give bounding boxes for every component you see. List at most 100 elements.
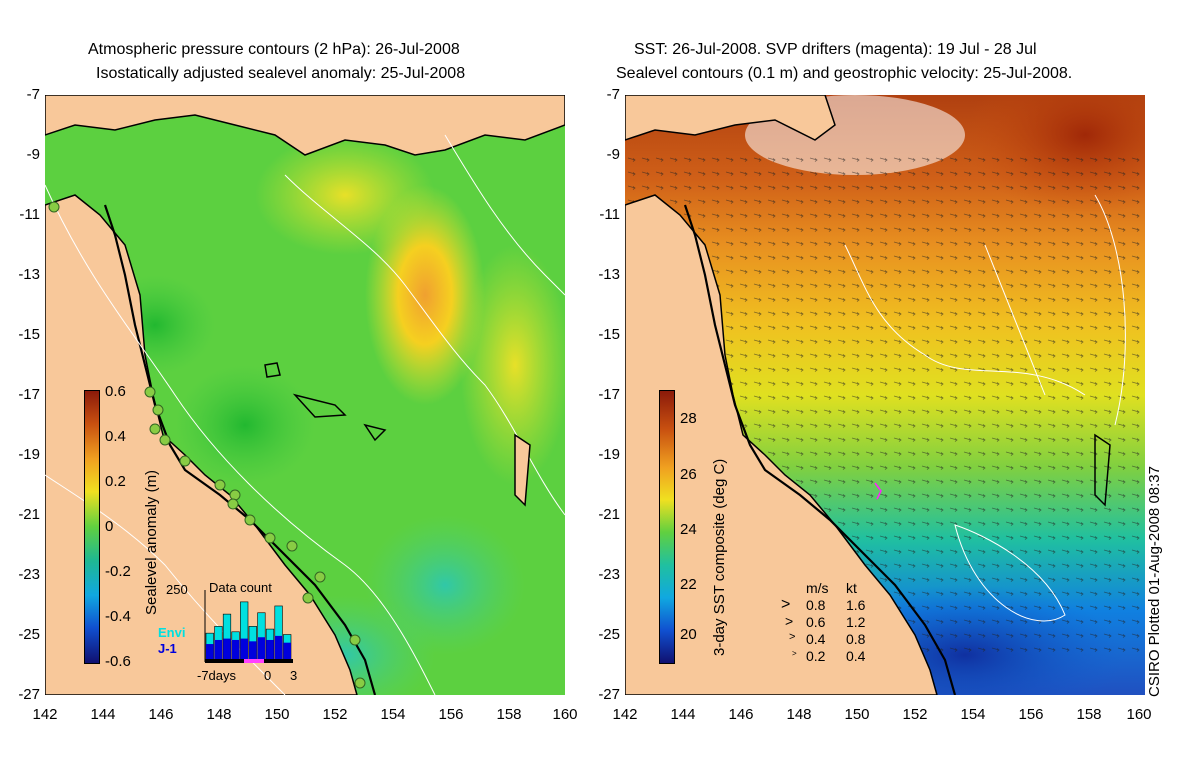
velocity-ms-1: 0.8 [806,597,826,613]
sst-map [625,95,1145,695]
right-y-tick: -7 [606,86,620,103]
velocity-arrow-1: > [781,596,791,613]
right-y-tick: -17 [598,386,620,403]
left-x-tick: 142 [32,706,58,723]
queensland-landmass-right [625,194,938,695]
sealevel-tick-5: -0.4 [105,608,131,625]
sealevel-contour-3 [984,244,1046,396]
new-guinea-landmass-right [625,95,836,141]
histogram-j1-bar [240,638,248,659]
velocity-ms-2: 0.6 [806,614,826,630]
velocity-arrow-2: > [785,613,794,629]
left-y-tick: -19 [18,446,40,463]
histogram-x-left: -7days [197,668,237,683]
data-count-histogram [204,590,293,663]
left-y-tick: -21 [18,506,40,523]
histogram-j1-bar [214,639,223,659]
histogram-j1-bar [257,637,266,659]
right-y-tick: -11 [599,206,620,223]
histogram-title: Data count [209,580,272,595]
new-guinea-landmass [45,95,565,156]
velocity-ms-3: 0.4 [806,631,826,647]
right-y-tick: -21 [598,506,620,523]
left-y-tick: -25 [18,626,40,643]
left-x-tick: 146 [148,706,174,723]
right-x-tick: 160 [1126,706,1152,723]
sealevel-contour-2 [954,524,1066,622]
right-x-tick: 142 [612,706,638,723]
histogram-x-zero: 0 [264,668,272,683]
coral-sea-island-right [1094,433,1111,507]
right-x-tick: 152 [902,706,928,723]
left-x-tick: 150 [264,706,290,723]
sst-tick-4: 20 [680,626,697,643]
sst-tick-2: 24 [680,521,697,538]
left-y-tick: -13 [18,266,40,283]
left-x-tick: 148 [206,706,232,723]
sealevel-tick-6: -0.6 [105,653,131,670]
histogram-x-right: 3 [290,668,298,683]
left-x-tick: 144 [90,706,116,723]
isobar-contour-2 [45,184,436,695]
left-x-tick: 154 [380,706,406,723]
tide-gauge-markers [48,201,366,689]
sealevel-tick-2: 0.2 [105,473,126,490]
sst-tick-0: 28 [680,410,697,427]
left-x-tick: 160 [552,706,578,723]
sealevel-tick-4: -0.2 [105,563,131,580]
coral-sea-reef [264,362,281,378]
velocity-header-kt: kt [846,580,857,596]
sst-tick-3: 22 [680,576,697,593]
left-title-line1: Atmospheric pressure contours (2 hPa): 2… [88,41,460,58]
coral-sea-reef-2 [292,393,347,418]
coral-sea-reef-3 [363,423,387,442]
left-x-tick: 152 [322,706,348,723]
histogram-j1-bar [223,638,231,659]
left-y-tick: -23 [18,566,40,583]
sst-colorbar-label: 3-day SST composite (deg C) [711,458,728,656]
legend-j1: J-1 [158,641,177,656]
sealevel-tick-0: 0.6 [105,383,126,400]
right-y-tick: -25 [598,626,620,643]
sealevel-contour-4 [1094,194,1126,426]
high-anomaly-region-north [255,135,435,255]
histogram-j1-bar [266,639,274,659]
right-x-tick: 158 [1076,706,1102,723]
left-y-tick: -9 [26,146,40,163]
histogram-j1-bar [283,642,291,659]
right-x-tick: 150 [844,706,870,723]
plot-credit: CSIRO Plotted 01-Aug-2008 08:37 [1146,466,1163,697]
histogram-j1-bar [274,635,283,659]
sealevel-tick-1: 0.4 [105,428,126,445]
right-x-tick: 154 [960,706,986,723]
coral-sea-island [514,433,531,507]
histogram-j1-bar [249,641,257,659]
right-y-tick: -15 [598,326,620,343]
left-title-line2: Isostatically adjusted sealevel anomaly:… [96,65,466,82]
histogram-j1-bar [231,639,240,659]
right-y-tick: -9 [606,146,620,163]
left-y-tick: -15 [18,326,40,343]
velocity-header-ms: m/s [806,580,829,596]
sst-colorbar [659,390,675,664]
left-x-tick: 158 [496,706,522,723]
velocity-kt-3: 0.8 [846,631,866,647]
velocity-kt-4: 0.4 [846,648,866,664]
right-y-tick: -13 [598,266,620,283]
right-x-tick: 146 [728,706,754,723]
right-x-tick: 148 [786,706,812,723]
isobar-contour-4 [444,134,565,296]
svp-drifter-track [874,482,882,500]
high-anomaly-region-east [460,245,565,485]
sst-tick-1: 26 [680,466,697,483]
left-y-tick: -17 [18,386,40,403]
velocity-arrow-3: > [789,631,796,643]
right-x-tick: 156 [1018,706,1044,723]
histogram-j1-bar [206,644,214,659]
right-title-line1: SST: 26-Jul-2008. SVP drifters (magenta)… [634,41,1037,58]
sealevel-contour-1 [844,244,1086,396]
velocity-kt-2: 1.2 [846,614,866,630]
sealevel-anomaly-map [45,95,565,695]
reef-contour [103,204,377,695]
left-x-tick: 156 [438,706,464,723]
